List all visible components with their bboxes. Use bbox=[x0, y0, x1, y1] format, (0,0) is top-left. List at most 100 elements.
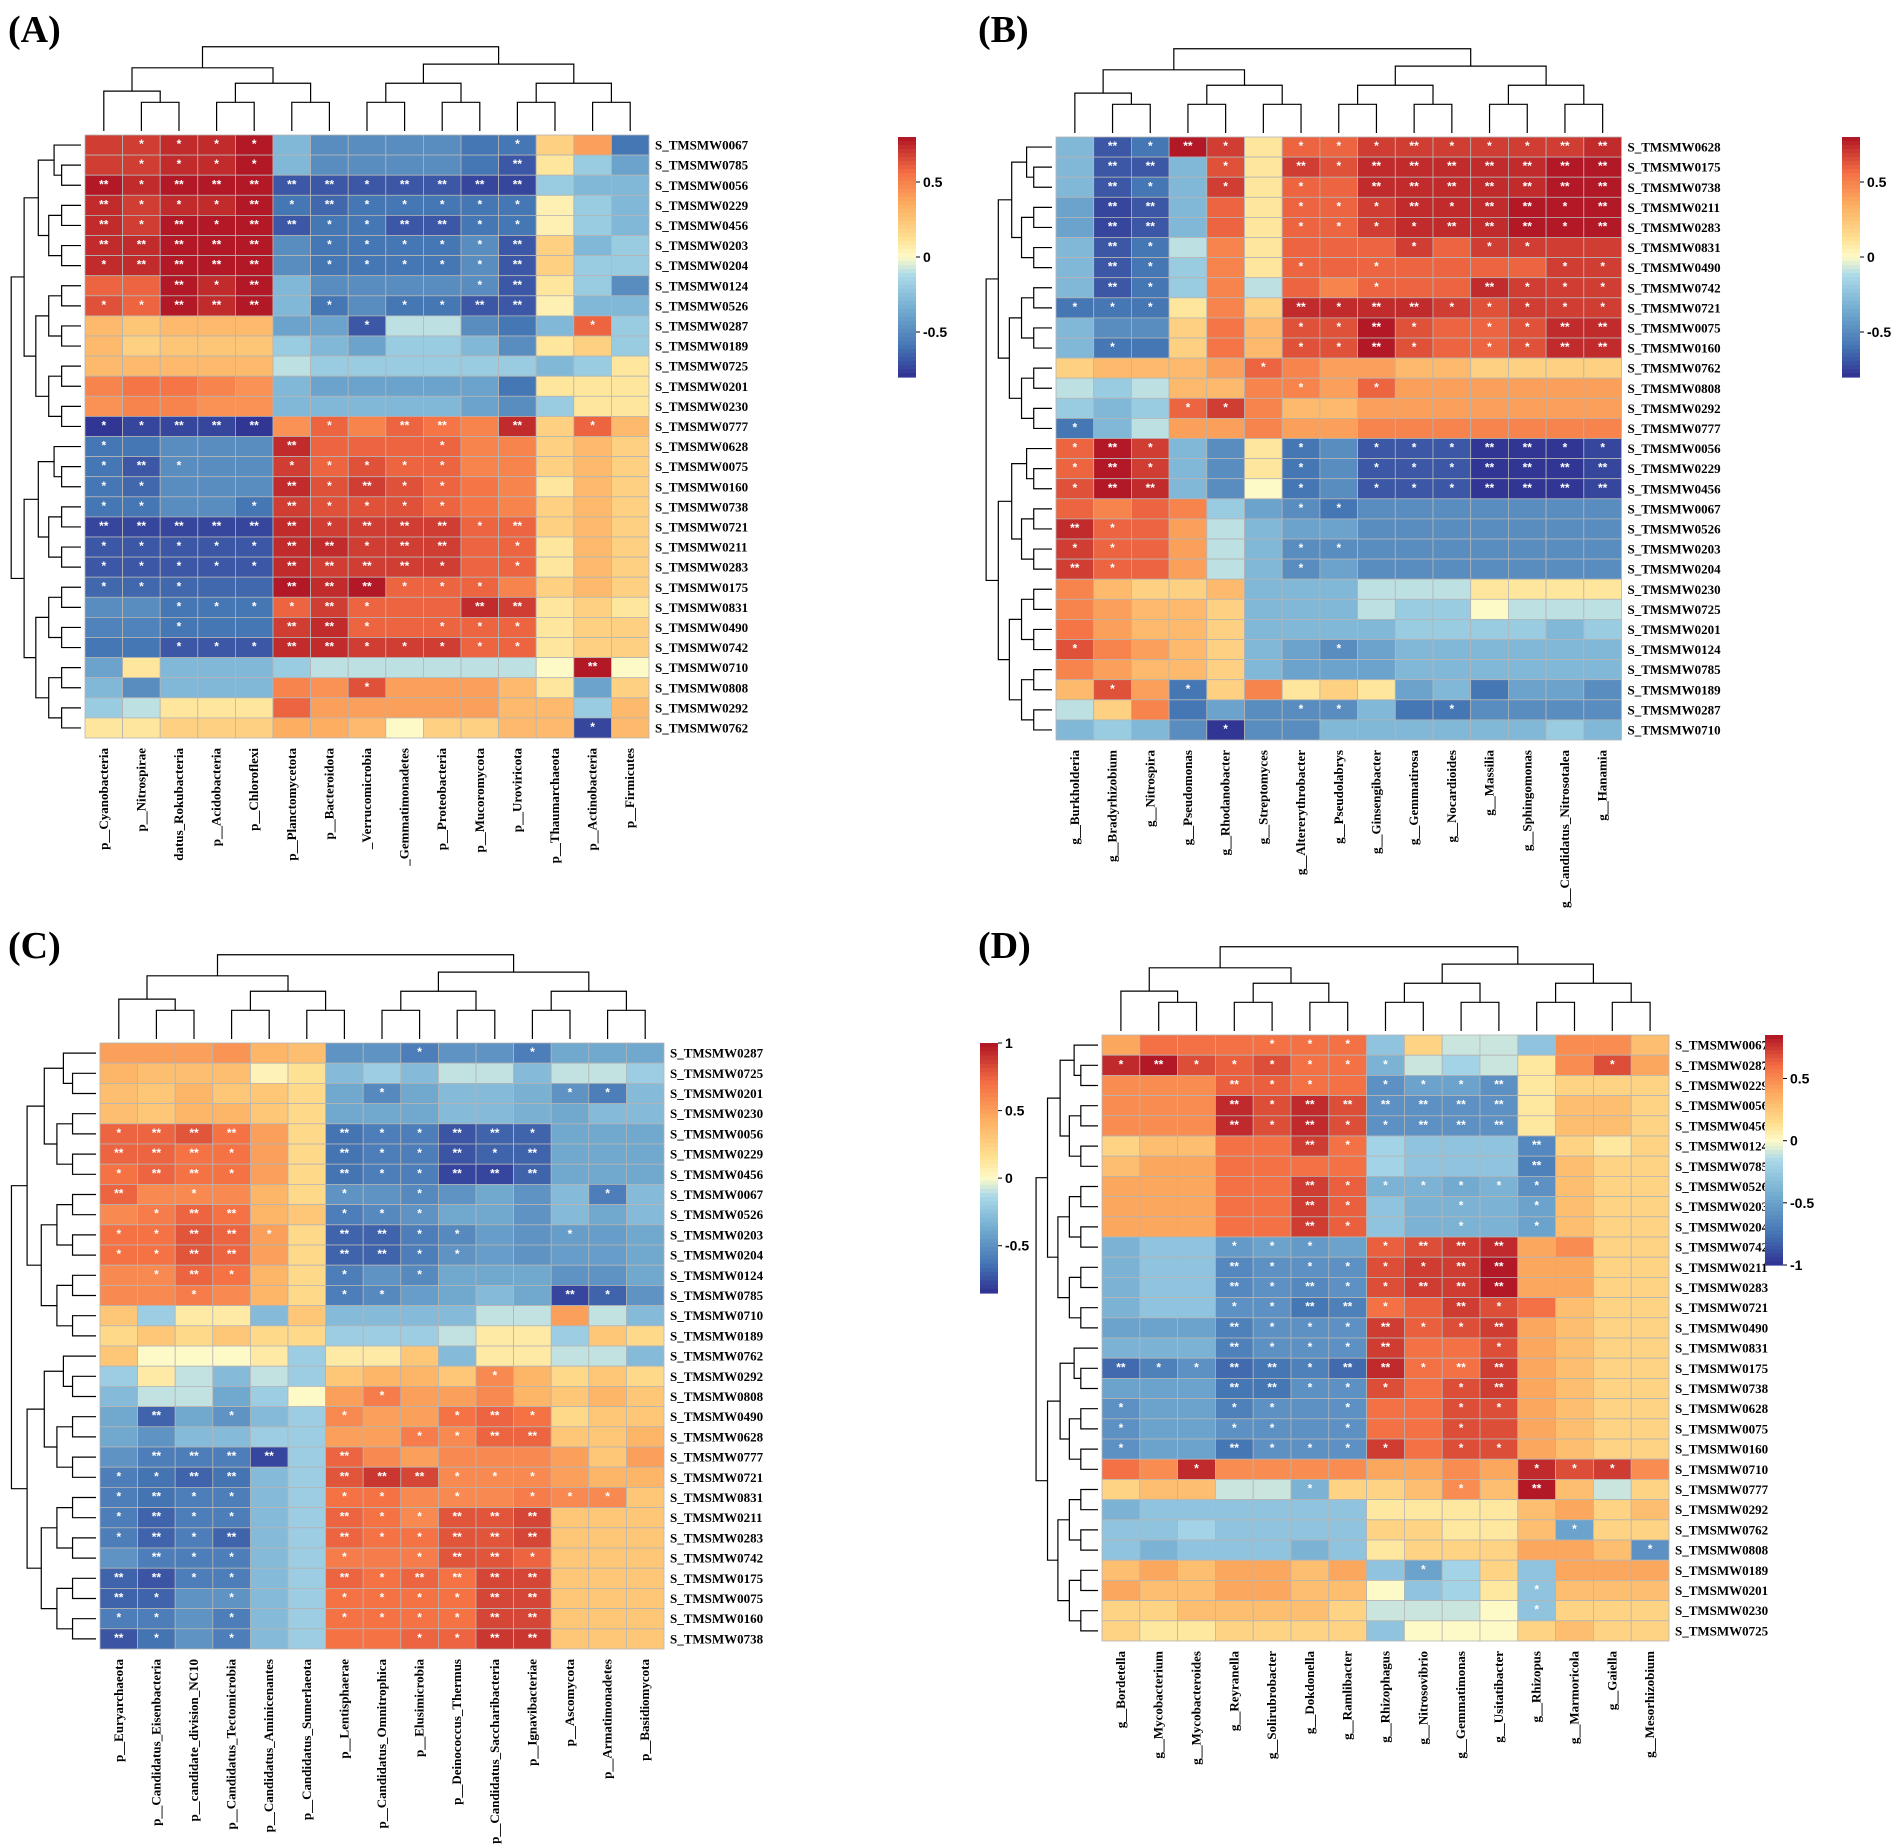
heatmap-cell bbox=[1630, 1499, 1670, 1521]
significance-mark: * bbox=[229, 1591, 234, 1605]
heatmap-cell bbox=[611, 194, 650, 216]
significance-mark: * bbox=[1383, 1118, 1388, 1132]
legend-swatch bbox=[980, 1105, 998, 1111]
column-labels: g__Burkholderia g__Bradyrhizobium g__Nitro… bbox=[1067, 750, 1610, 908]
heatmap-cell bbox=[1593, 1378, 1632, 1400]
significance-mark: ** bbox=[152, 1570, 162, 1584]
significance-mark: ** bbox=[1108, 481, 1118, 495]
significance-mark: * bbox=[1459, 1421, 1464, 1435]
significance-mark: * bbox=[402, 298, 407, 312]
row-label: S_TMSMW0456 bbox=[670, 1167, 764, 1182]
heatmap-cell bbox=[1055, 578, 1095, 600]
legend-swatch bbox=[898, 293, 916, 298]
legend-swatch bbox=[1842, 305, 1860, 310]
heatmap-cell bbox=[1168, 317, 1208, 339]
significance-mark: * bbox=[101, 258, 106, 272]
heatmap-cell bbox=[588, 1163, 627, 1185]
significance-mark: * bbox=[1459, 1441, 1464, 1455]
heatmap-cell bbox=[1470, 659, 1509, 681]
significance-mark: ** bbox=[1372, 340, 1382, 354]
heatmap-cell bbox=[1583, 417, 1622, 439]
heatmap-cell bbox=[347, 436, 387, 458]
heatmap-cell bbox=[1545, 538, 1585, 560]
dendrogram-branch bbox=[1441, 963, 1594, 984]
significance-mark: * bbox=[101, 559, 106, 573]
heatmap-cell bbox=[611, 697, 650, 719]
column-label: p__Candidatus_Eisenbacteria bbox=[148, 1659, 163, 1826]
heatmap-cell bbox=[1131, 659, 1170, 681]
heatmap-cell bbox=[272, 415, 311, 437]
heatmap-cell bbox=[573, 255, 612, 277]
heatmap-cell bbox=[1055, 277, 1095, 299]
significance-mark: ** bbox=[265, 1449, 275, 1463]
column-label: g__Pseudomonas bbox=[1180, 750, 1195, 845]
column-label: p__candidate_division_NC10 bbox=[186, 1659, 201, 1822]
heatmap-cells: ****************************************… bbox=[1055, 136, 1622, 741]
significance-mark: * bbox=[440, 197, 445, 211]
heatmap-cell bbox=[99, 1426, 138, 1448]
significance-mark: * bbox=[1459, 1219, 1464, 1233]
significance-mark: ** bbox=[1409, 179, 1419, 193]
significance-mark: * bbox=[1383, 1259, 1388, 1273]
heatmap-cell bbox=[197, 496, 236, 518]
dendrogram-branch bbox=[56, 1587, 73, 1630]
significance-mark: * bbox=[139, 157, 144, 171]
dendrogram-branch bbox=[61, 285, 81, 307]
significance-mark: * bbox=[1374, 220, 1379, 234]
heatmap-cell bbox=[498, 717, 537, 739]
heatmap-cell bbox=[1252, 1580, 1292, 1602]
heatmap-cell bbox=[535, 516, 575, 538]
heatmap-cell bbox=[1215, 1600, 1254, 1622]
significance-mark: ** bbox=[1381, 1360, 1391, 1374]
heatmap-cell bbox=[234, 476, 274, 498]
heatmap-cell bbox=[535, 375, 575, 397]
legend-swatch bbox=[1842, 317, 1860, 322]
heatmap-cell bbox=[385, 355, 424, 377]
significance-mark: * bbox=[154, 1469, 159, 1483]
significance-mark: * bbox=[1449, 300, 1454, 314]
dendrogram-branch bbox=[1026, 146, 1052, 178]
significance-mark: * bbox=[1270, 1421, 1275, 1435]
significance-mark: * bbox=[1534, 1199, 1539, 1213]
row-label: S_TMSMW0456 bbox=[655, 218, 749, 233]
heatmap-cell bbox=[1244, 558, 1283, 580]
significance-mark: * bbox=[267, 1227, 272, 1241]
heatmap-cell bbox=[174, 1588, 214, 1610]
significance-mark: ** bbox=[438, 539, 448, 553]
dendrogram-branch bbox=[1011, 161, 1027, 239]
significance-mark: * bbox=[139, 539, 144, 553]
heatmap-cell bbox=[310, 335, 349, 357]
heatmap-cell bbox=[212, 1426, 251, 1448]
significance-mark: * bbox=[1525, 139, 1530, 153]
legend-swatch bbox=[1842, 333, 1860, 338]
heatmap-cell bbox=[1139, 1337, 1179, 1359]
legend-swatch bbox=[1765, 1065, 1783, 1071]
significance-mark: ** bbox=[1108, 240, 1118, 254]
heatmap-cell bbox=[1177, 1216, 1216, 1238]
dendrogram-branch bbox=[456, 1009, 496, 1039]
heatmap-cell bbox=[1630, 1054, 1670, 1076]
dendrogram-branch bbox=[366, 101, 406, 131]
heatmap-cell bbox=[1555, 1418, 1594, 1440]
heatmap-cell bbox=[1593, 1398, 1632, 1420]
significance-mark: * bbox=[1459, 1381, 1464, 1395]
dendrogram-branch bbox=[1068, 1196, 1081, 1238]
legend-swatch bbox=[1765, 1173, 1783, 1178]
heatmap-cell bbox=[588, 1244, 627, 1266]
heatmap-cell bbox=[588, 1588, 627, 1610]
significance-mark: * bbox=[417, 1530, 422, 1544]
dendrogram-branch bbox=[550, 990, 627, 1011]
heatmap-cell bbox=[1244, 216, 1283, 238]
legend-swatch bbox=[1765, 1115, 1783, 1120]
heatmap-cell bbox=[626, 1588, 665, 1610]
column-label: p__Elusimicrobia bbox=[412, 1659, 427, 1758]
significance-mark: ** bbox=[250, 218, 260, 232]
legend-tick-label: 0.5 bbox=[1867, 174, 1887, 190]
heatmap-cell bbox=[1206, 277, 1245, 299]
significance-mark: * bbox=[177, 620, 182, 634]
legend-swatch bbox=[1765, 1142, 1783, 1147]
heatmap-cell bbox=[197, 395, 236, 417]
heatmap-cell bbox=[1131, 337, 1170, 359]
heatmap-cell bbox=[1252, 1216, 1292, 1238]
heatmap-cell bbox=[611, 255, 650, 277]
